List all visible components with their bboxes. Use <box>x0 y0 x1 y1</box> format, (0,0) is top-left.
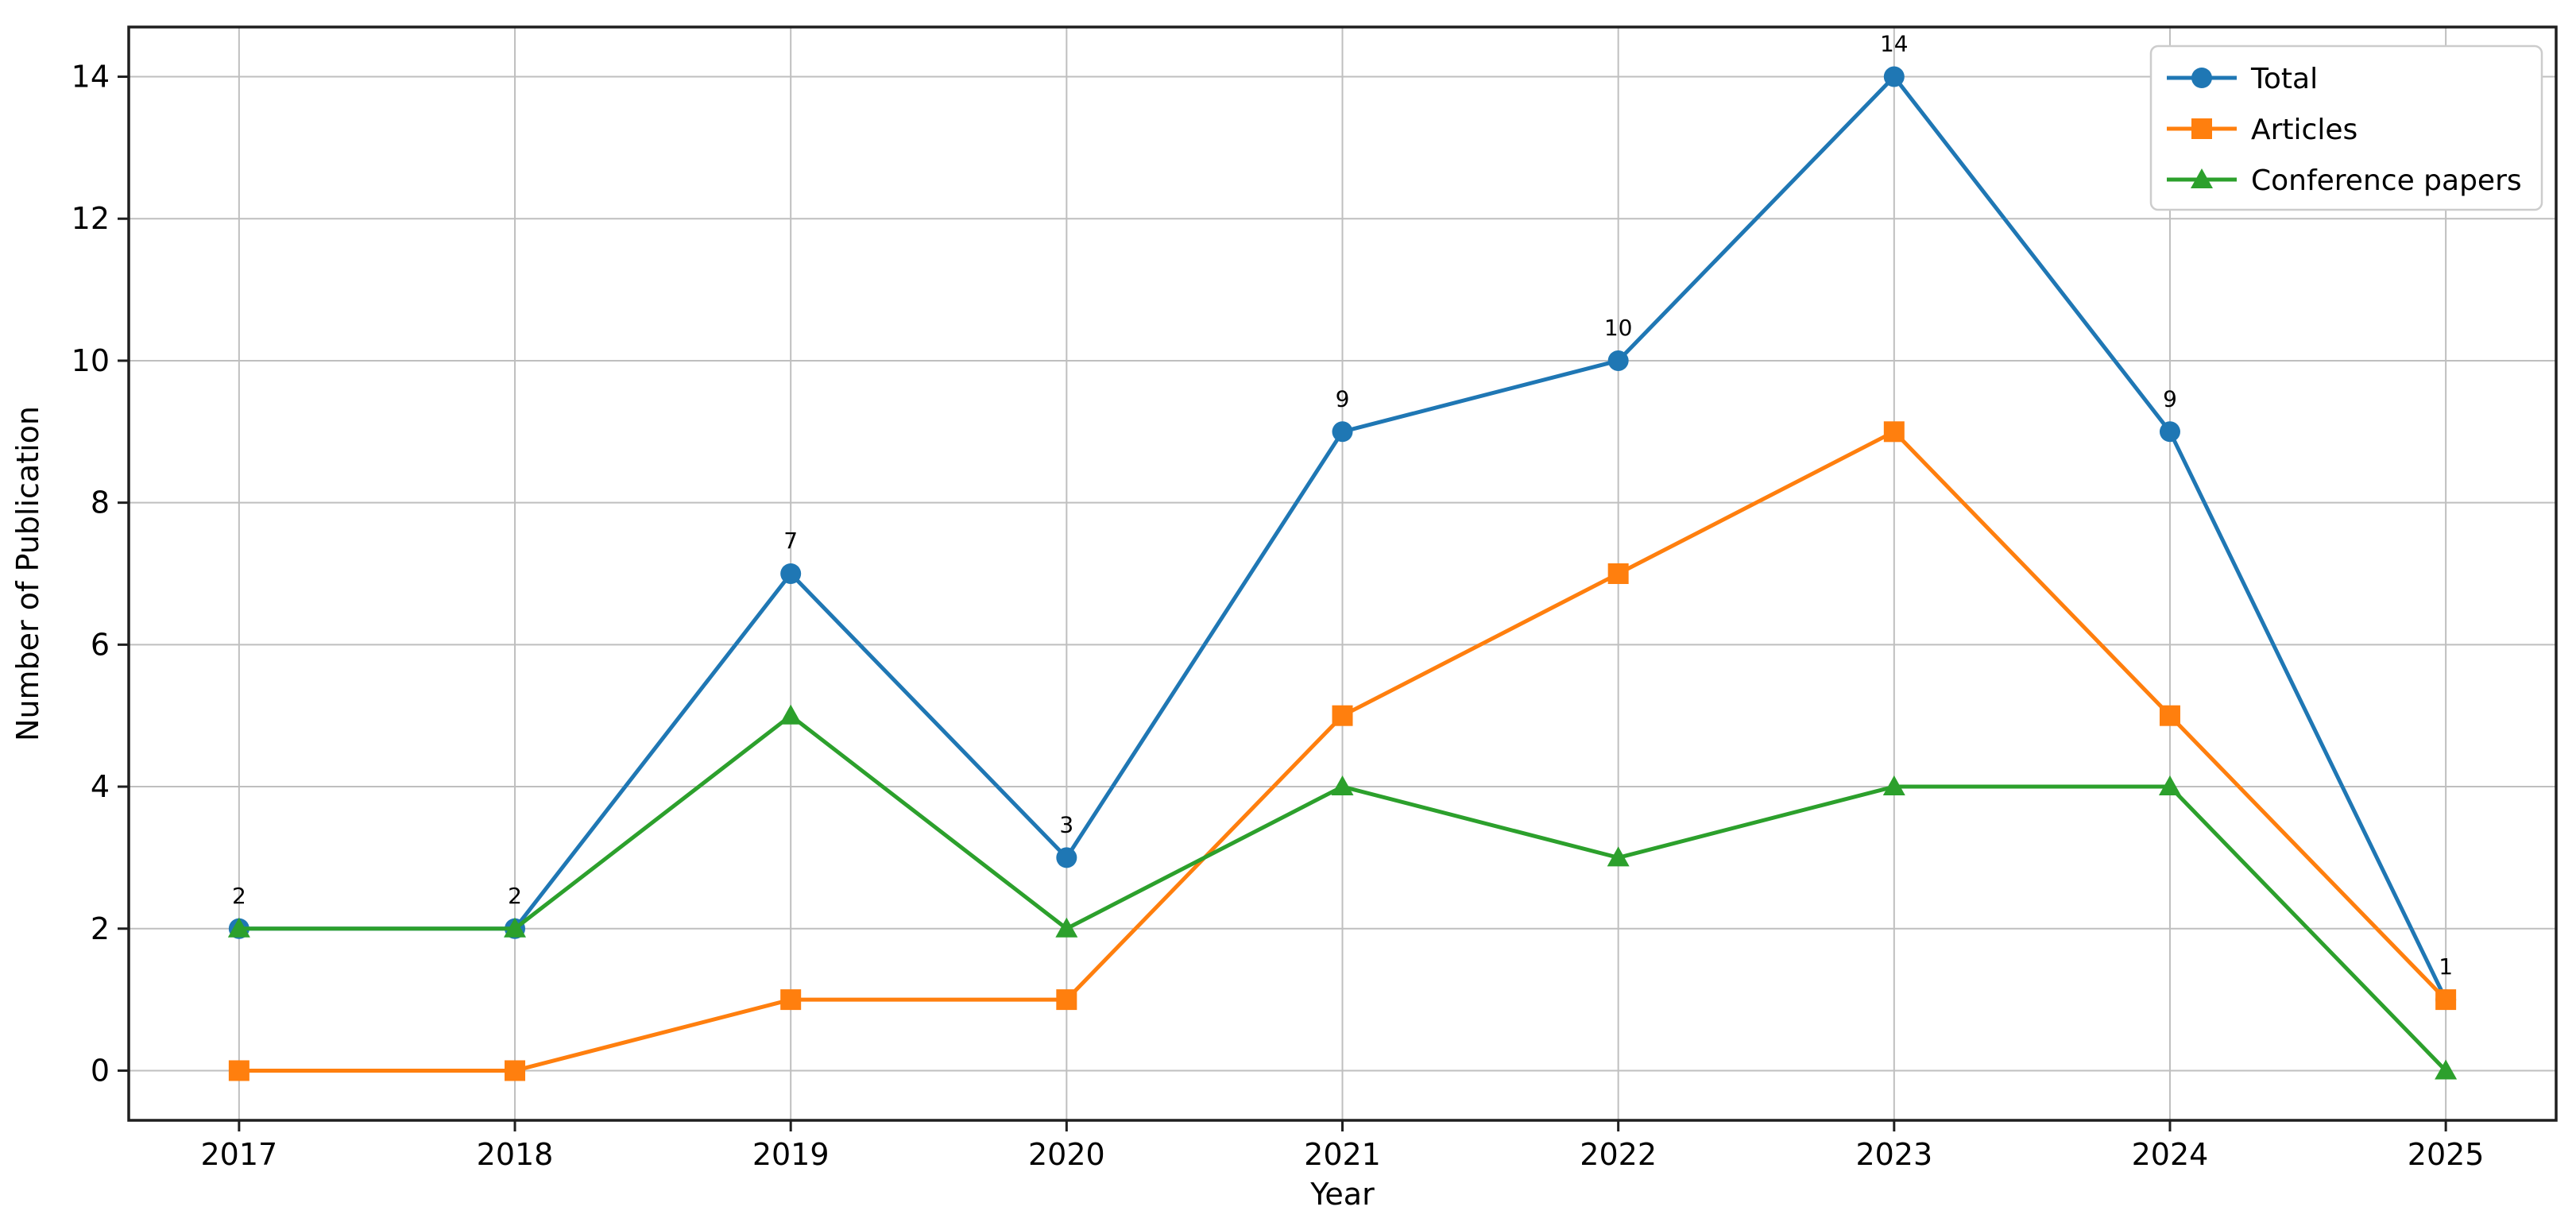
marker-conference-papers-2024 <box>2158 775 2181 796</box>
marker-conference-papers-2017 <box>227 917 250 938</box>
x-axis-label: Year <box>1309 1177 1375 1212</box>
marker-articles-2024 <box>2159 705 2180 726</box>
marker-total-2023 <box>1883 66 1905 87</box>
marker-conference-papers-2022 <box>1607 846 1630 867</box>
x-tick-label-2018: 2018 <box>477 1137 554 1172</box>
legend-item-articles: Articles <box>2167 114 2357 146</box>
marker-conference-papers-2021 <box>1331 775 1354 796</box>
marker-articles-2025 <box>2435 989 2457 1011</box>
x-tick-label-2020: 2020 <box>1028 1137 1105 1172</box>
legend-label-articles: Articles <box>2251 114 2357 146</box>
marker-articles-2021 <box>1332 705 1353 726</box>
legend-item-conference-papers: Conference papers <box>2167 164 2522 197</box>
y-tick-label-4: 4 <box>91 769 110 804</box>
marker-articles-2017 <box>228 1060 249 1081</box>
marker-total-2019 <box>780 563 802 584</box>
y-tick-label-10: 10 <box>72 343 110 378</box>
legend-square-icon <box>2191 118 2212 139</box>
y-tick-label-2: 2 <box>91 911 110 946</box>
marker-articles-2018 <box>505 1060 526 1081</box>
legend-item-total: Total <box>2167 63 2318 95</box>
y-axis-label: Number of Publication <box>10 406 45 741</box>
legend-label-total: Total <box>2250 63 2318 95</box>
y-tick-label-0: 0 <box>91 1053 110 1088</box>
y-tick-label-12: 12 <box>72 201 110 236</box>
legend-triangle-icon <box>2191 168 2213 188</box>
legend: Total Articles Conference papers <box>2149 44 2543 211</box>
marker-total-2024 <box>2159 421 2180 443</box>
marker-articles-2019 <box>780 989 802 1011</box>
annotation-2025: 1 <box>2439 953 2453 980</box>
marker-conference-papers-2023 <box>1882 775 1905 796</box>
x-tick-label-2024: 2024 <box>2132 1137 2209 1172</box>
y-tick-label-8: 8 <box>91 485 110 520</box>
series-articles <box>228 421 2457 1081</box>
marker-conference-papers-2018 <box>504 917 527 938</box>
x-tick-label-2022: 2022 <box>1580 1137 1657 1172</box>
y-tick-label-6: 6 <box>91 627 110 662</box>
x-tick-label-2021: 2021 <box>1304 1137 1381 1172</box>
marker-total-2021 <box>1332 421 1353 443</box>
x-tick-label-2023: 2023 <box>1855 1137 1932 1172</box>
annotation-2018: 2 <box>508 883 522 909</box>
annotation-2020: 3 <box>1059 811 1073 837</box>
annotation-2017: 2 <box>232 883 246 909</box>
marker-conference-papers-2025 <box>2435 1059 2458 1080</box>
annotation-2023: 14 <box>1880 31 1909 57</box>
marker-articles-2022 <box>1607 563 1629 584</box>
marker-total-2022 <box>1607 350 1629 371</box>
legend-label-conference-papers: Conference papers <box>2251 164 2522 197</box>
x-tick-label-2025: 2025 <box>2408 1137 2485 1172</box>
x-tick-label-2019: 2019 <box>752 1137 830 1172</box>
x-tick-label-2017: 2017 <box>201 1137 278 1172</box>
y-tick-label-14: 14 <box>72 60 110 95</box>
series-conference-papers <box>227 704 2458 1080</box>
annotation-2021: 9 <box>1336 385 1350 412</box>
marker-articles-2023 <box>1883 421 1905 443</box>
legend-circle-icon <box>2191 68 2212 88</box>
marker-total-2020 <box>1056 847 1077 868</box>
marker-conference-papers-2019 <box>779 704 803 725</box>
marker-articles-2020 <box>1056 989 1077 1011</box>
annotation-2019: 7 <box>783 528 798 554</box>
annotation-2022: 10 <box>1604 315 1633 341</box>
marker-conference-papers-2020 <box>1055 917 1078 938</box>
annotation-2024: 9 <box>2163 385 2177 412</box>
legend-box <box>2149 44 2543 211</box>
